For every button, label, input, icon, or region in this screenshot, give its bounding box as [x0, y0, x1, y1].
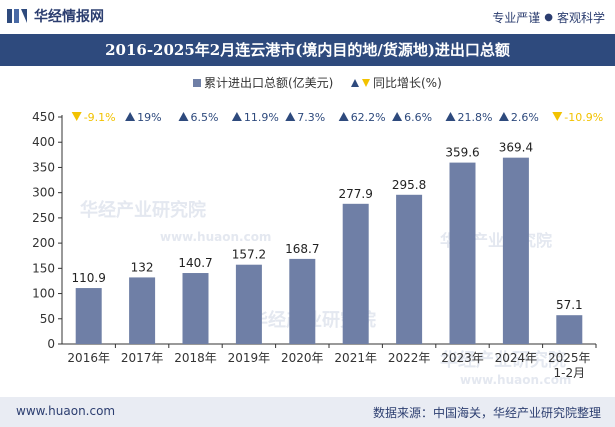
x-tick-label: 2025年: [548, 351, 591, 365]
growth-value-label: 11.9%: [244, 111, 279, 124]
bullet-icon: ●: [544, 12, 553, 23]
growth-value-label: 62.2%: [351, 111, 386, 124]
bar: [182, 273, 209, 344]
growth-up-triangle-icon: [285, 112, 296, 121]
bar: [235, 264, 262, 344]
bar: [129, 277, 156, 344]
bar-value-label: 110.9: [72, 271, 106, 285]
legend-up-triangle-icon: [351, 79, 359, 87]
x-tick-label: 2021年: [334, 351, 377, 365]
growth-value-label: 2.6%: [511, 111, 539, 124]
x-tick-label: 2017年: [121, 351, 164, 365]
bar-value-label: 277.9: [339, 187, 373, 201]
legend-bar-label: 累计进出口总额(亿美元): [204, 75, 333, 90]
bar-value-label: 157.2: [232, 248, 266, 262]
y-tick-label: 100: [32, 287, 55, 301]
legend-growth-label: 同比增长(%): [373, 76, 442, 90]
y-tick-label: 0: [47, 337, 55, 351]
y-tick-label: 200: [32, 236, 55, 250]
bar: [75, 288, 102, 344]
y-tick-label: 400: [32, 135, 55, 149]
footer-source: 数据来源：中国海关，华经产业研究院整理: [372, 406, 601, 420]
y-tick-label: 300: [32, 186, 55, 200]
y-tick-label: 350: [32, 160, 55, 174]
bar-value-label: 359.6: [445, 146, 479, 160]
growth-up-triangle-icon: [498, 112, 509, 121]
y-tick-label: 250: [32, 211, 55, 225]
bar: [502, 157, 529, 344]
brand: 华经情报网: [6, 6, 104, 26]
title-bar: 2016-2025年2月连云港市(境内目的地/货源地)进出口总额: [0, 34, 615, 66]
growth-value-label: 19%: [137, 111, 161, 124]
growth-up-triangle-icon: [231, 112, 242, 121]
watermark: www.huaon.com: [460, 373, 571, 387]
tagline-1: 专业严谨: [492, 11, 541, 25]
growth-value-label: 21.8%: [458, 111, 493, 124]
watermark: 华经产业研究院: [440, 349, 566, 371]
top-bar: 华经情报网 专业严谨 ● 客观科学: [0, 0, 615, 34]
bar-value-label: 168.7: [285, 242, 319, 256]
bar: [342, 203, 369, 344]
watermark: 华经产业研究院: [80, 199, 206, 221]
chart-title: 2016-2025年2月连云港市(境内目的地/货源地)进出口总额: [105, 41, 510, 59]
footer-website: www.huaon.com: [16, 404, 116, 418]
growth-up-triangle-icon: [338, 112, 349, 121]
growth-value-label: 6.5%: [191, 111, 219, 124]
x-tick-label: 2023年: [441, 351, 484, 365]
x-tick-label: 2024年: [495, 351, 538, 365]
bar: [556, 315, 583, 344]
growth-up-triangle-icon: [445, 112, 456, 121]
tagline-2: 客观科学: [556, 11, 605, 25]
x-tick-label: 2020年: [281, 351, 324, 365]
brand-logo-icon: [7, 9, 27, 23]
bar: [449, 162, 476, 344]
bar-value-label: 132: [131, 260, 154, 274]
growth-value-label: -10.9%: [564, 111, 603, 124]
legend-bar-swatch: [193, 79, 201, 87]
growth-value-label: 6.6%: [404, 111, 432, 124]
y-tick-label: 50: [40, 312, 55, 326]
x-tick-label: 2018年: [174, 351, 217, 365]
growth-value-label: 7.3%: [297, 111, 325, 124]
growth-up-triangle-icon: [125, 112, 136, 121]
bar-value-label: 369.4: [499, 141, 533, 155]
footer: www.huaon.com 数据来源：中国海关，华经产业研究院整理: [0, 397, 615, 427]
growth-down-triangle-icon: [552, 112, 563, 121]
x-tick-label: 2016年: [67, 351, 110, 365]
bar-value-label: 140.7: [178, 256, 212, 270]
chart: 华经产业研究院华经产业研究院华经产业研究院华经产业研究院www.huaon.co…: [32, 75, 603, 387]
x-tick-label: 2019年: [228, 351, 271, 365]
watermark: www.huaon.com: [160, 230, 271, 244]
y-tick-label: 450: [32, 110, 55, 124]
bar: [396, 194, 423, 344]
x-tick-label: 1-2月: [553, 366, 585, 380]
x-tick-label: 2022年: [388, 351, 431, 365]
legend-down-triangle-icon: [362, 79, 370, 87]
y-tick-label: 150: [32, 261, 55, 275]
growth-down-triangle-icon: [71, 112, 82, 121]
brand-name: 华经情报网: [34, 9, 104, 25]
growth-up-triangle-icon: [178, 112, 189, 121]
bar-value-label: 295.8: [392, 178, 426, 192]
tagline: 专业严谨 ● 客观科学: [492, 9, 605, 26]
growth-up-triangle-icon: [392, 112, 403, 121]
bar-value-label: 57.1: [556, 298, 583, 312]
growth-value-label: -9.1%: [84, 111, 116, 124]
bar: [289, 258, 316, 344]
